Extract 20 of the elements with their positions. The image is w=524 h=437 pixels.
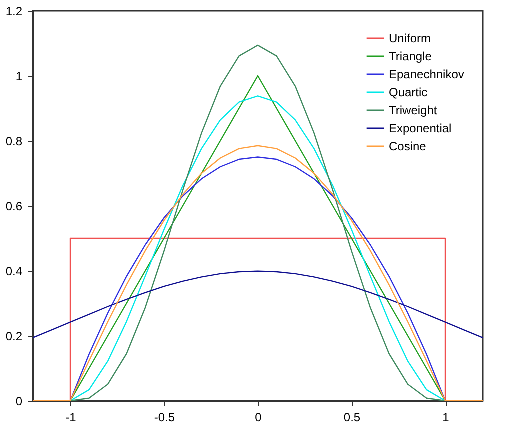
y-tick-label: 0.6	[6, 200, 23, 214]
x-tick-label: 1	[442, 410, 450, 424]
y-tick-label: 0.4	[6, 264, 23, 278]
y-tick-label: 0.8	[6, 134, 23, 148]
y-tick-label: 1.2	[6, 4, 23, 18]
y-tick-label: 0	[16, 394, 23, 408]
legend-label: Epanechnikov	[389, 68, 464, 82]
legend-label: Exponential	[389, 122, 452, 136]
x-tick-label: 0	[255, 410, 262, 424]
legend-label: Uniform	[389, 32, 432, 46]
legend-label: Quartic	[389, 86, 428, 100]
x-tick-label: 0.5	[344, 410, 361, 424]
x-tick-label: -0.5	[154, 410, 176, 424]
legend-label: Triweight	[389, 104, 438, 118]
x-tick-label: -1	[66, 410, 77, 424]
line-series	[33, 270, 483, 339]
legend-label: Cosine	[389, 140, 427, 154]
legend-label: Triangle	[389, 50, 432, 64]
y-tick-label: 0.2	[6, 330, 23, 344]
y-tick-label: 1	[16, 70, 23, 84]
